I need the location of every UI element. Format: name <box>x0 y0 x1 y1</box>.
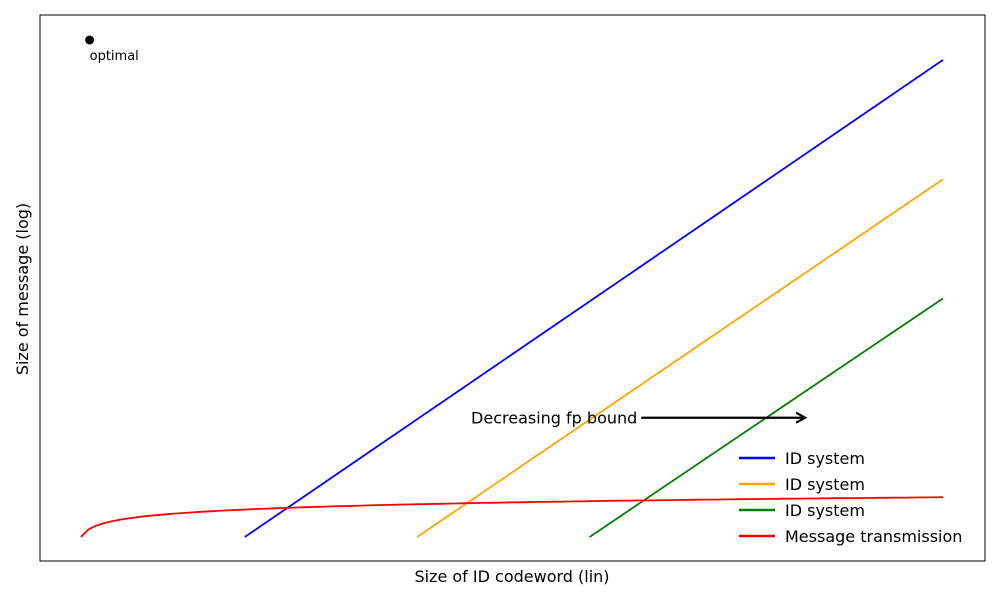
series-line-2 <box>416 178 944 538</box>
legend-label-3: ID system <box>785 501 865 520</box>
points-layer: optimal <box>85 35 139 64</box>
optimal-point-label: optimal <box>90 49 139 64</box>
legend-label-4: Message transmission <box>785 527 962 546</box>
legend: ID system ID system ID system Message trans… <box>739 449 962 546</box>
annotation-arrow-head <box>795 411 808 424</box>
y-axis-label: Size of message (log) <box>13 203 32 375</box>
annotation-layer: Decreasing fp bound <box>471 409 808 428</box>
plot-frame <box>39 14 986 562</box>
x-axis-label: Size of ID codeword (lin) <box>414 567 609 586</box>
legend-label-2: ID system <box>785 475 865 494</box>
legend-label-1: ID system <box>785 449 865 468</box>
optimal-point <box>85 35 95 45</box>
series-line-4 <box>80 496 944 538</box>
annotation-text: Decreasing fp bound <box>471 409 637 428</box>
series-line-1 <box>244 59 944 538</box>
